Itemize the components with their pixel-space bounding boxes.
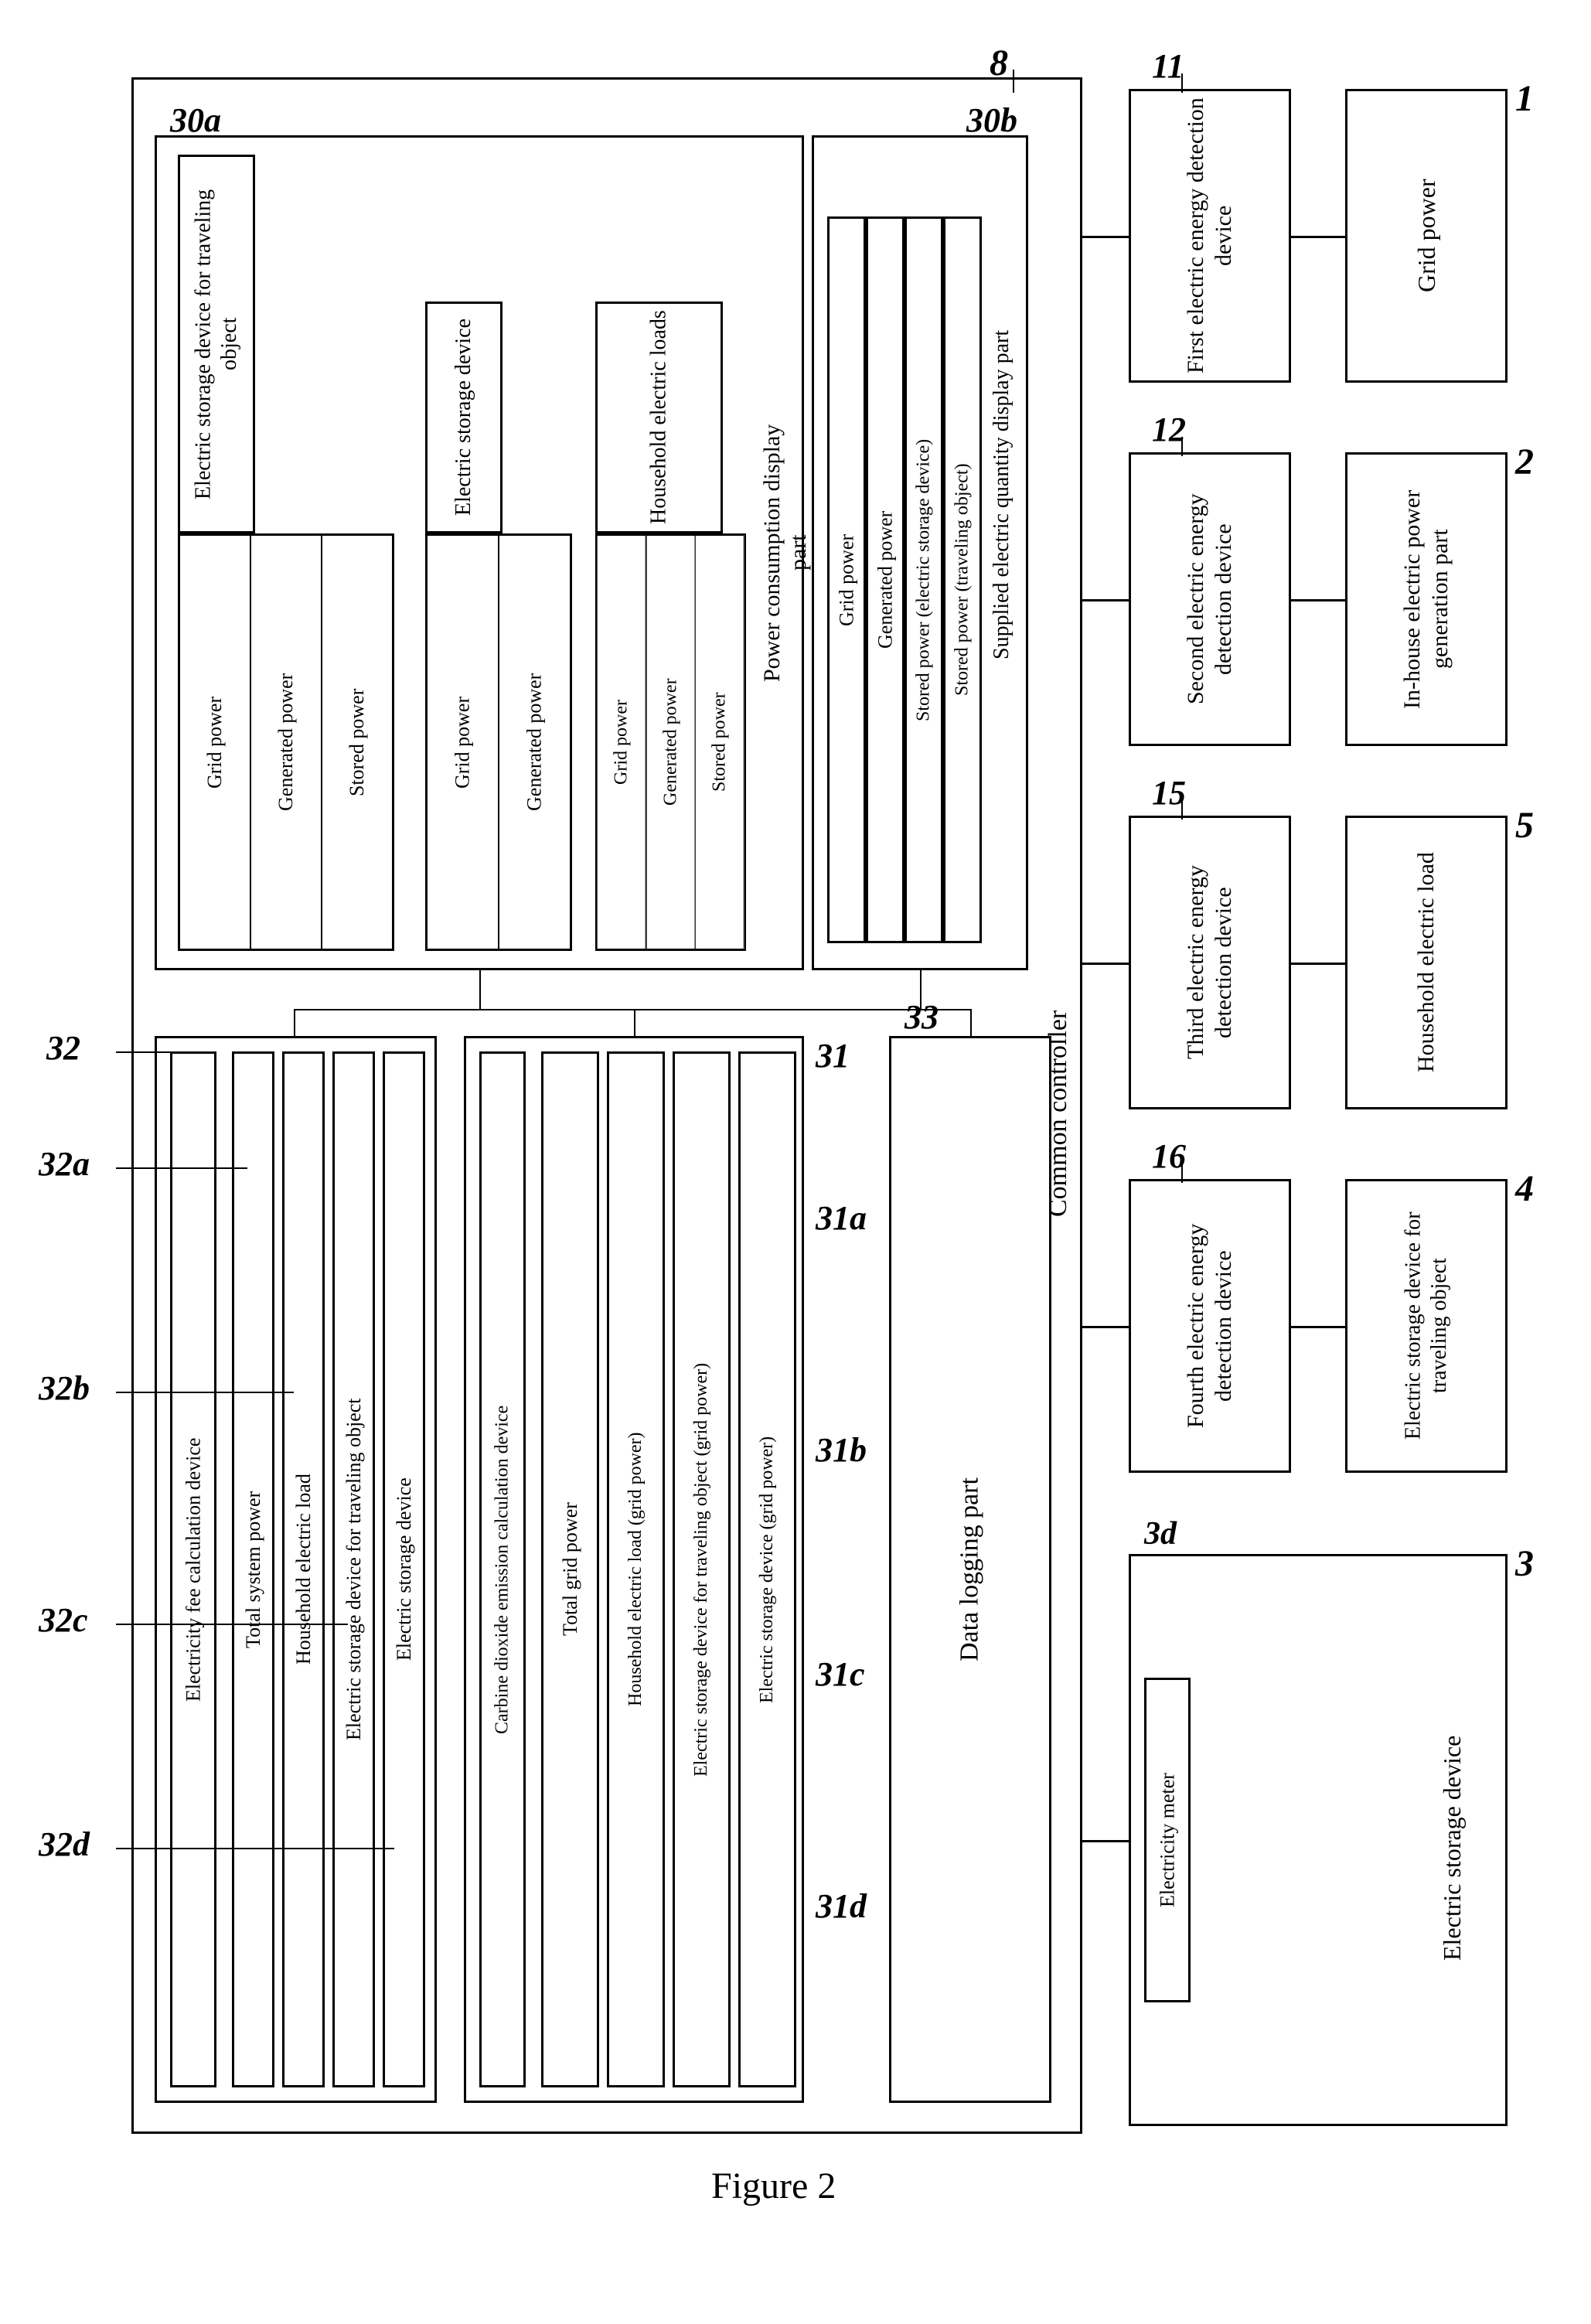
col3-cell-grid: Grid power: [597, 535, 646, 949]
ref-3d: 3d: [1144, 1515, 1177, 1552]
col3-cell-gen: Generated power: [646, 535, 696, 949]
ref-11: 11: [1152, 46, 1184, 86]
col3-cells: Grid power Generated power Stored power: [595, 533, 746, 951]
col1-cell-gen: Generated power: [250, 535, 322, 949]
ref-31c: 31c: [816, 1654, 865, 1694]
traveling-storage: Electric storage device for traveling ob…: [1345, 1179, 1508, 1473]
ref-8: 8: [990, 42, 1008, 84]
ref-32: 32: [46, 1028, 80, 1068]
detect3: Third electric energy detection device: [1129, 816, 1291, 1109]
32a: Total system power: [232, 1051, 274, 2087]
31b: Household electric load (grid power): [607, 1051, 665, 2087]
ref-31: 31: [816, 1036, 850, 1075]
panel-30a-title: Power consumption display part: [759, 417, 812, 688]
30b-row-st1: Stored power (electric storage device): [905, 216, 943, 943]
ref-4: 4: [1515, 1167, 1534, 1210]
col1-title: Electric storage device for traveling ob…: [178, 155, 255, 533]
grid-power: Grid power: [1345, 89, 1508, 383]
ref-31a: 31a: [816, 1198, 867, 1238]
ref-30a: 30a: [170, 101, 221, 140]
electricity-meter: Electricity meter: [1144, 1678, 1191, 2002]
col2-title: Electric storage device: [425, 302, 503, 533]
col1-cell-stored: Stored power: [322, 535, 393, 949]
ref-32a: 32a: [39, 1144, 90, 1184]
col3-cell-stored: Stored power: [695, 535, 744, 949]
31a: Total grid power: [541, 1051, 599, 2087]
storage-title: Electric storage device: [1438, 1693, 1467, 2002]
30b-row-gen: Generated power: [866, 216, 905, 943]
detect1: First electric energy detection device: [1129, 89, 1291, 383]
ref-31d: 31d: [816, 1886, 867, 1926]
ref-5: 5: [1515, 804, 1534, 847]
ref-32b: 32b: [39, 1368, 90, 1408]
ref-32d: 32d: [39, 1825, 90, 1864]
ref-3: 3: [1515, 1542, 1534, 1585]
panel-32-title: Electricity fee calculation device: [170, 1051, 216, 2087]
30b-row-st2: Stored power (traveling object): [943, 216, 982, 943]
ref-2: 2: [1515, 441, 1534, 483]
32b: Household electric load: [282, 1051, 325, 2087]
31c: Electric storage device for traveling ob…: [673, 1051, 731, 2087]
col3-title: Household electric loads: [595, 302, 723, 533]
ref-33: 33: [905, 997, 939, 1037]
panel-30b-title: Supplied electric quantity display part: [990, 263, 1014, 727]
figure-2-diagram: Common controller 8 Power consumption di…: [15, 31, 1562, 2196]
30b-row-grid: Grid power: [827, 216, 866, 943]
col1-cells: Grid power Generated power Stored power: [178, 533, 394, 951]
detect2: Second electric energy detection device: [1129, 452, 1291, 746]
32d: Electric storage device: [383, 1051, 425, 2087]
ref-30b: 30b: [966, 101, 1017, 140]
ref-31b: 31b: [816, 1430, 867, 1470]
ref-32c: 32c: [39, 1600, 88, 1640]
detect4: Fourth electric energy detection device: [1129, 1179, 1291, 1473]
col2-cells: Grid power Generated power: [425, 533, 572, 951]
col1-cell-grid: Grid power: [179, 535, 250, 949]
ref-1: 1: [1515, 77, 1534, 120]
panel-31-title: Carbine dioxide emission calculation dev…: [479, 1051, 526, 2087]
col2-cell-grid: Grid power: [427, 535, 499, 949]
household-load: Household electric load: [1345, 816, 1508, 1109]
figure-caption: Figure 2: [711, 2165, 836, 2207]
31d: Electric storage device (grid power): [738, 1051, 796, 2087]
col2-cell-gen: Generated power: [499, 535, 571, 949]
panel-33: Data logging part: [889, 1036, 1051, 2103]
inhouse: In-house electric power generation part: [1345, 452, 1508, 746]
32c: Electric storage device for traveling ob…: [332, 1051, 375, 2087]
